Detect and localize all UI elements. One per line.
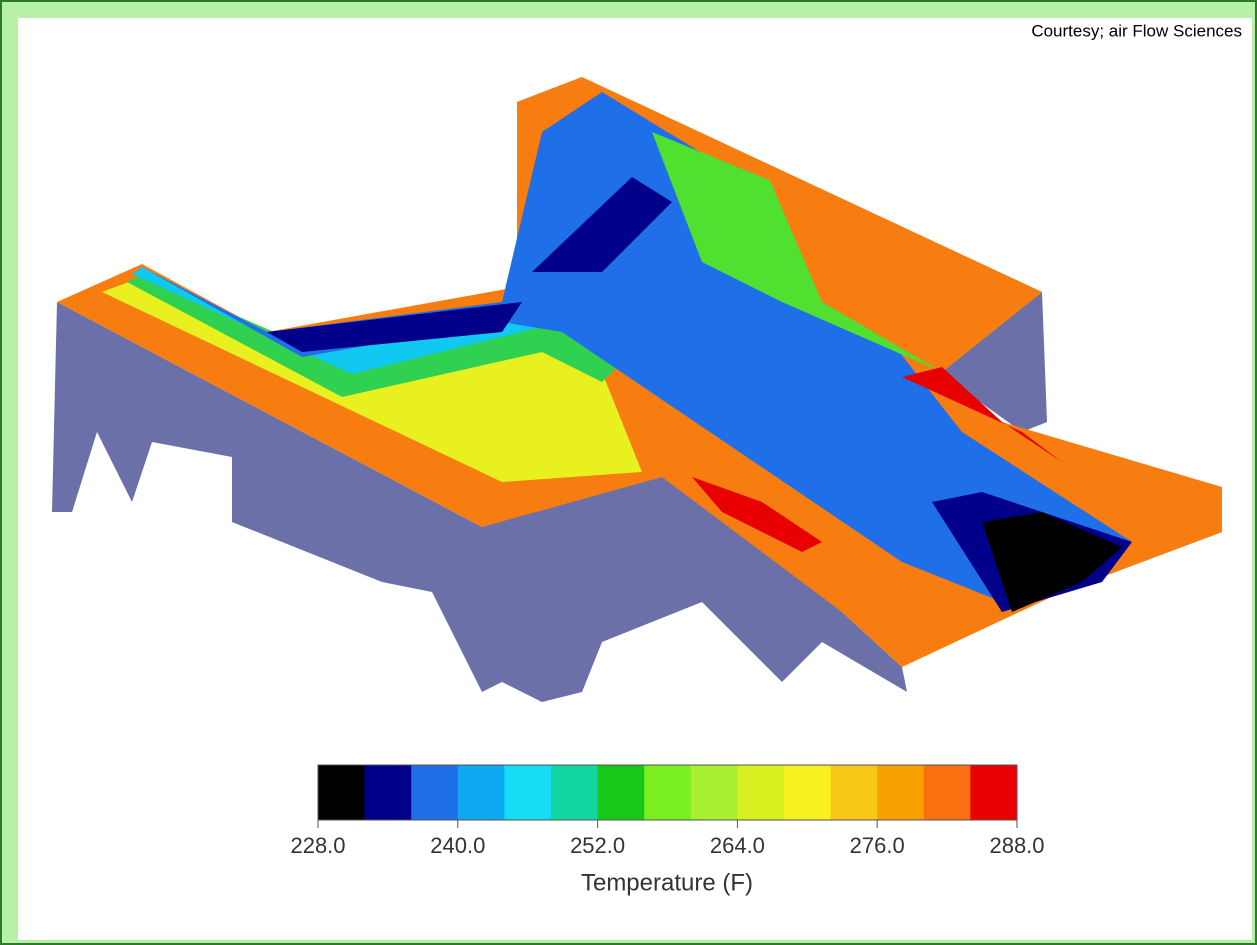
credit: Courtesy; air Flow Sciences [1031,21,1242,40]
tick-label: 252.0 [570,833,625,858]
color-swatch [737,765,785,820]
surface-green [127,274,622,397]
color-swatch [690,765,738,820]
color-swatch [970,765,1018,820]
surface-navy [267,302,522,352]
tick-label: 228.0 [290,833,345,858]
color-swatch [504,765,552,820]
surface-blue [142,92,1132,602]
tick-label: 264.0 [710,833,765,858]
surface-red [692,477,822,552]
surface-black [982,512,1122,612]
colorbar-title: Temperature (F) [581,869,753,896]
color-swatch [784,765,832,820]
color-swatch [411,765,459,820]
surface-orange-2 [762,162,1042,372]
tick-label: 276.0 [850,833,905,858]
model [52,77,1222,702]
colorbar: 228.0 240.0 252.0 264.0 276.0 288.0 [290,764,1045,858]
surface-cyan [132,267,562,374]
tick-label: 240.0 [430,833,485,858]
color-swatch [457,765,505,820]
color-swatch [597,765,645,820]
tick-label: 288.0 [989,833,1044,858]
color-swatch [364,765,412,820]
color-swatch [318,765,366,820]
color-swatch [551,765,599,820]
color-swatch [877,765,925,820]
color-swatch [644,765,692,820]
side-face [942,292,1047,432]
surface-navy [532,177,672,272]
side-face [52,302,907,702]
surface-red [902,367,1062,462]
color-swatch [830,765,878,820]
color-swatch [923,765,971,820]
panel: Courtesy; air Flow Sciences 228.0 240.0 25… [18,18,1252,940]
visualization: Courtesy; air Flow Sciences 228.0 240.0 25… [52,21,1242,896]
colorbar-border [317,764,1018,821]
